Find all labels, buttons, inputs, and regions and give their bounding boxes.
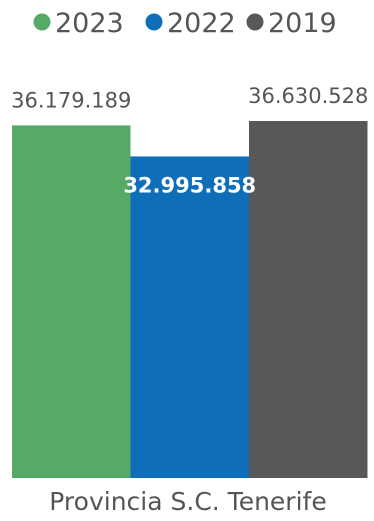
legend-marker-2022 — [146, 14, 163, 31]
data-label-2019: 36.630.528 — [248, 84, 368, 108]
bar-2019[interactable] — [249, 121, 368, 478]
bar-2022[interactable] — [131, 156, 250, 478]
legend-label-2022: 2022 — [167, 8, 236, 39]
legend-marker-2019 — [247, 14, 264, 31]
x-category-label: Provincia S.C. Tenerife — [49, 487, 326, 516]
data-label-2023: 36.179.189 — [11, 88, 131, 112]
legend-label-2023: 2023 — [55, 8, 124, 39]
legend-marker-2023 — [34, 14, 51, 31]
chart-legend: 2023 2022 2019 — [34, 8, 337, 39]
data-label-2022: 32.995.858 — [123, 173, 256, 197]
legend-label-2019: 2019 — [268, 8, 337, 39]
bar-2023[interactable] — [12, 125, 131, 478]
